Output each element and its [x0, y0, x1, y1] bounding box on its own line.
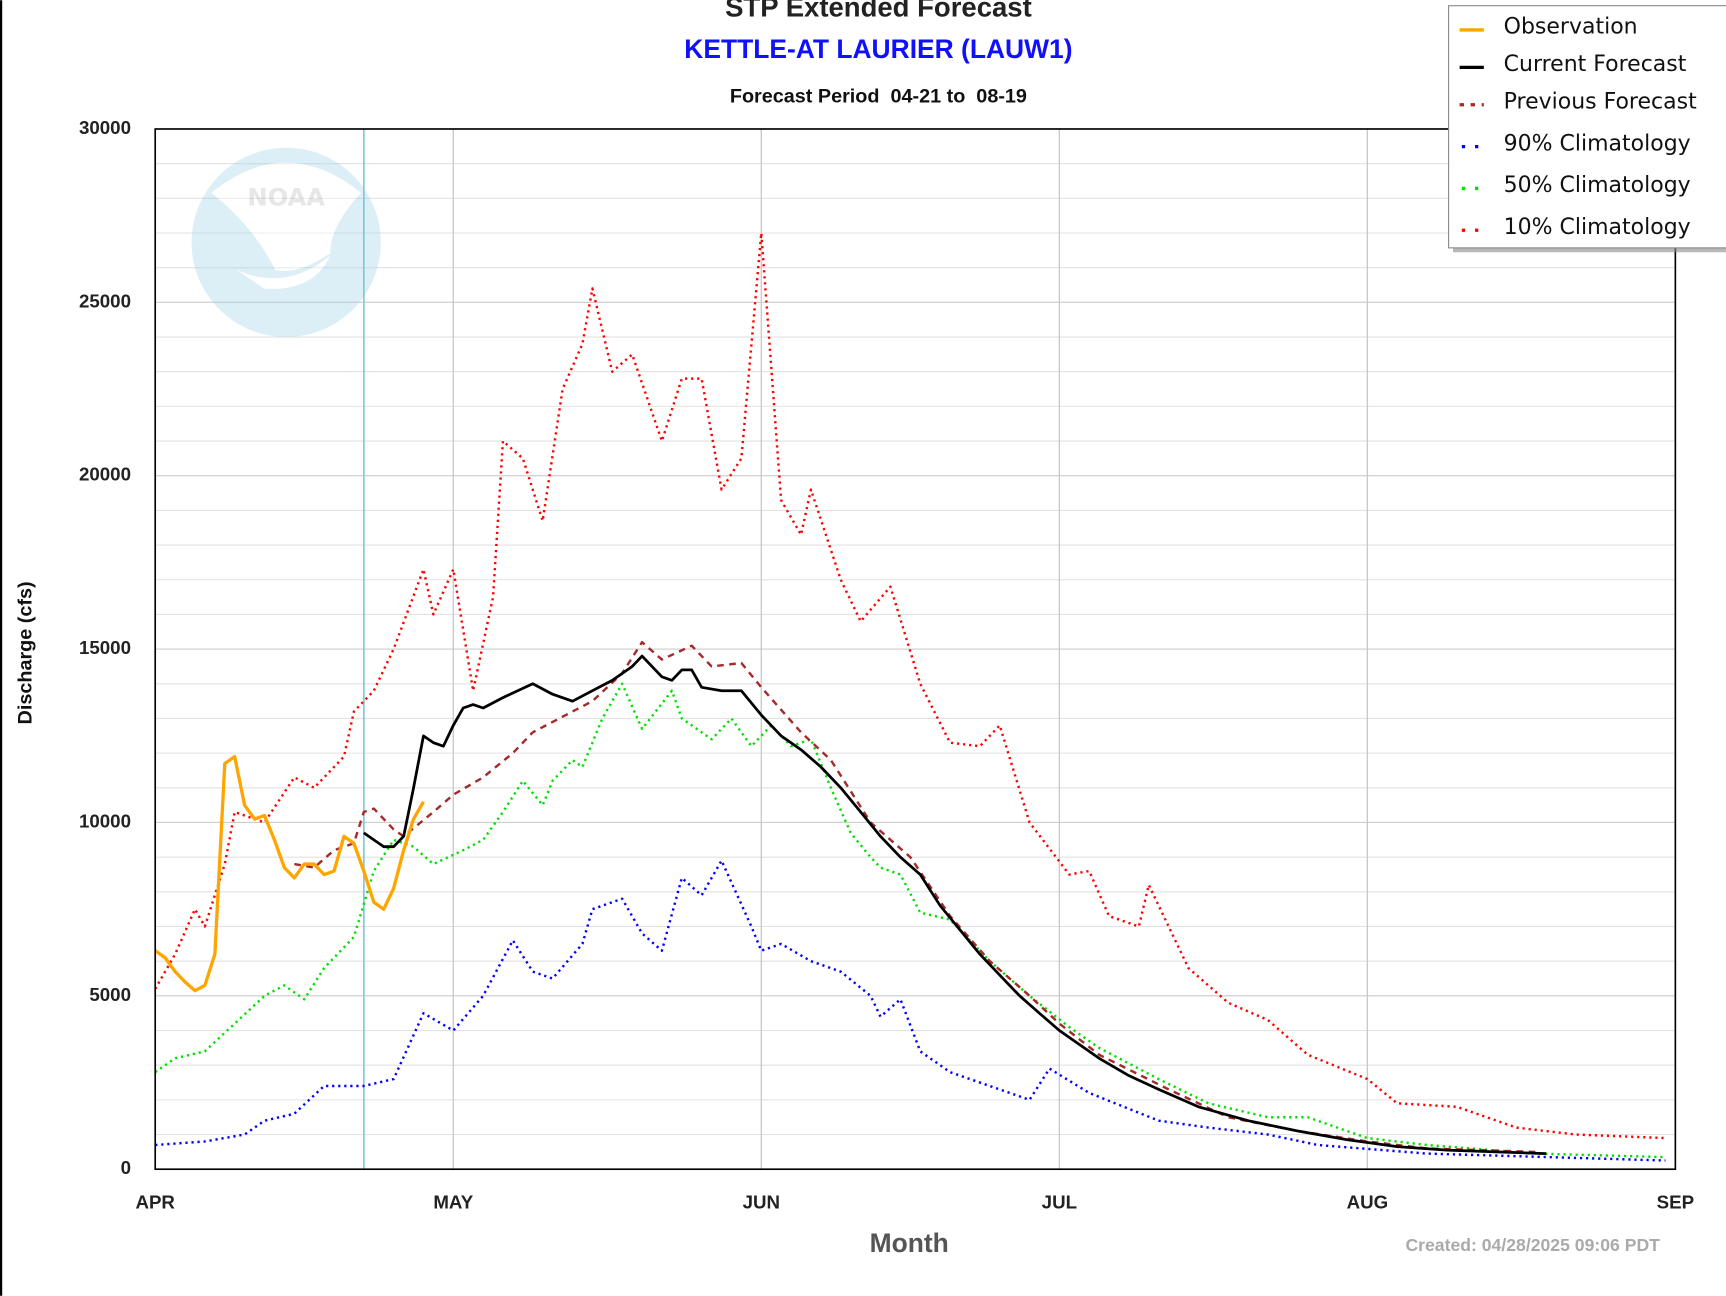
series-line — [154, 754, 425, 993]
forecast-period: Forecast Period 04-21 to 08-19 — [730, 85, 1027, 107]
y-tick-label: 15000 — [79, 637, 131, 658]
y-tick-label: 0 — [121, 1157, 131, 1178]
logo-gull — [211, 162, 362, 271]
series-line — [154, 231, 1666, 1140]
series-line — [155, 859, 1666, 1162]
grid — [154, 128, 1677, 1170]
series-line — [363, 654, 1547, 1155]
x-tick-label: SEP — [1657, 1191, 1694, 1212]
y-tick-label: 10000 — [79, 810, 131, 831]
legend-label: 50% Climatology — [1504, 173, 1691, 198]
plot-area — [154, 128, 1666, 1170]
x-tick-label: APR — [135, 1191, 175, 1212]
legend-label: 10% Climatology — [1504, 215, 1691, 240]
x-axis-label: Month — [870, 1228, 949, 1258]
legend-label: 90% Climatology — [1504, 131, 1691, 156]
legend: Observation Current Forecast Previous Fore… — [1448, 5, 1726, 253]
series-line — [154, 682, 1666, 1159]
y-axis-label: Discharge (cfs) — [15, 581, 37, 724]
y-tick-label: 20000 — [79, 464, 131, 485]
x-tick-label: JUN — [743, 1191, 780, 1212]
legend-box — [1448, 5, 1726, 249]
logo-circle — [191, 147, 381, 338]
chart-title: STP Extended Forecast — [725, 0, 1032, 22]
y-tick-label: 25000 — [79, 290, 131, 311]
logo-text: NOAA — [247, 183, 325, 211]
x-tick-label: MAY — [433, 1191, 473, 1212]
y-tick-label: 30000 — [79, 117, 131, 138]
logo-wave — [236, 255, 331, 289]
legend-label: Observation — [1504, 15, 1638, 40]
x-tick-label: JUL — [1042, 1191, 1077, 1212]
x-tick-label: AUG — [1347, 1191, 1389, 1212]
legend-label: Current Forecast — [1504, 52, 1687, 77]
series-line — [294, 640, 1537, 1154]
legend-label: Previous Forecast — [1504, 90, 1697, 115]
plot-border — [154, 128, 1677, 1171]
y-tick-label: 5000 — [89, 984, 131, 1005]
chart-subtitle: KETTLE-AT LAURIER (LAUW1) — [684, 34, 1072, 64]
created-note: Created: 04/28/2025 09:06 PDT — [1405, 1235, 1660, 1255]
noaa-logo: NOAA — [191, 147, 381, 338]
